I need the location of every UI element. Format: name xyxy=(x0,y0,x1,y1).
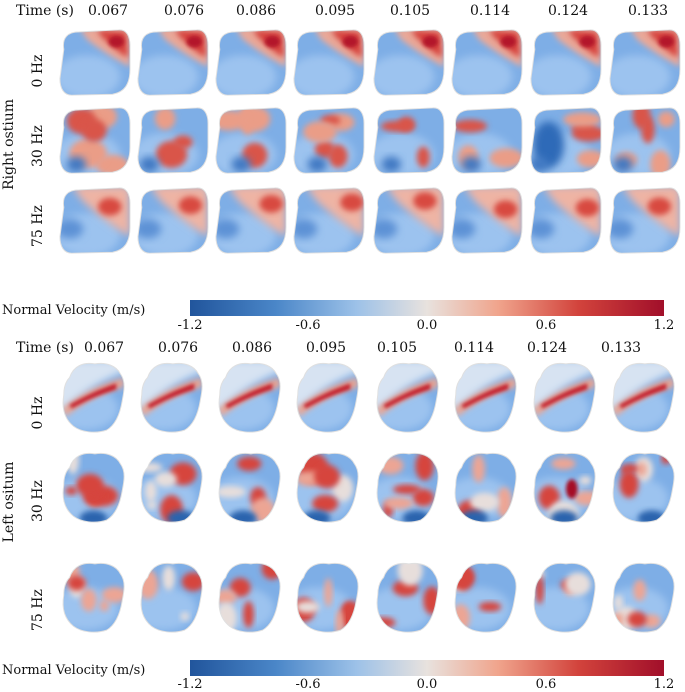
top-velocity-map-tile xyxy=(451,107,523,174)
top-velocity-map-tile xyxy=(59,29,131,96)
bottom-time-value: 0.114 xyxy=(454,340,495,356)
top-velocity-map-tile xyxy=(451,29,523,96)
top-velocity-map-tile xyxy=(215,187,287,254)
bottom-velocity-map-tile xyxy=(376,452,439,523)
bottom-row-label-0hz: 0 Hz xyxy=(30,396,46,430)
bottom-time-value: 0.105 xyxy=(377,340,418,356)
top-colorbar-tick: 1.2 xyxy=(653,318,675,333)
bottom-time-value: 0.076 xyxy=(158,340,199,356)
bottom-velocity-map-tile xyxy=(454,452,517,523)
top-velocity-map-tile xyxy=(373,107,445,174)
top-velocity-map-tile xyxy=(530,107,602,174)
top-colorbar-tick: 0.6 xyxy=(535,318,557,333)
top-velocity-map-tile xyxy=(293,29,365,96)
bottom-velocity-map-tile xyxy=(612,362,675,433)
bottom-row-label-75hz: 75 Hz xyxy=(30,589,46,631)
bottom-velocity-map-tile xyxy=(218,362,281,433)
top-time-value: 0.133 xyxy=(628,3,669,19)
bottom-time-value: 0.067 xyxy=(84,340,125,356)
top-velocity-map-tile xyxy=(215,29,287,96)
bottom-velocity-map-tile xyxy=(218,562,281,633)
bottom-side-label: Left ositum xyxy=(1,461,17,543)
top-velocity-map-tile xyxy=(373,187,445,254)
bottom-colorbar-label: Normal Velocity (m/s) xyxy=(2,663,146,678)
bottom-velocity-map-tile xyxy=(533,452,596,523)
top-time-value: 0.067 xyxy=(88,3,129,19)
bottom-velocity-map-tile xyxy=(62,562,125,633)
bottom-velocity-map-tile xyxy=(533,362,596,433)
top-velocity-map-tile xyxy=(373,29,445,96)
bottom-velocity-map-tile xyxy=(62,362,125,433)
top-row-label-0hz: 0 Hz xyxy=(30,54,46,88)
bottom-time-value: 0.133 xyxy=(601,340,642,356)
bottom-row-label-30hz: 30 Hz xyxy=(30,480,46,522)
top-velocity-map-tile xyxy=(609,29,681,96)
top-velocity-map-tile xyxy=(609,107,681,174)
top-velocity-map-tile xyxy=(530,29,602,96)
top-time-label: Time (s) xyxy=(16,3,74,19)
top-velocity-map-tile xyxy=(137,29,209,96)
bottom-colorbar-gradient xyxy=(190,660,664,676)
bottom-colorbar-tick: -0.6 xyxy=(295,677,321,692)
bottom-velocity-map-tile xyxy=(376,362,439,433)
bottom-velocity-map-tile xyxy=(612,452,675,523)
top-row-label-75hz: 75 Hz xyxy=(30,205,46,247)
bottom-colorbar-tick: -1.2 xyxy=(177,677,203,692)
top-colorbar-tick: 0.0 xyxy=(416,318,438,333)
bottom-time-value: 0.095 xyxy=(306,340,347,356)
bottom-velocity-map-tile xyxy=(612,562,675,633)
top-velocity-map-tile xyxy=(137,107,209,174)
bottom-colorbar-tick: 0.6 xyxy=(535,677,557,692)
bottom-velocity-map-tile xyxy=(533,562,596,633)
bottom-time-value: 0.124 xyxy=(527,340,568,356)
bottom-time-label: Time (s) xyxy=(16,340,74,356)
top-colorbar-tick: -0.6 xyxy=(295,318,321,333)
bottom-velocity-map-tile xyxy=(218,452,281,523)
bottom-time-value: 0.086 xyxy=(232,340,273,356)
top-velocity-map-tile xyxy=(137,187,209,254)
bottom-velocity-map-tile xyxy=(296,362,359,433)
top-colorbar-tick: -1.2 xyxy=(177,318,203,333)
bottom-velocity-map-tile xyxy=(296,562,359,633)
top-colorbar-gradient xyxy=(190,300,664,316)
bottom-velocity-map-tile xyxy=(454,562,517,633)
bottom-velocity-map-tile xyxy=(62,452,125,523)
bottom-velocity-map-tile xyxy=(140,452,203,523)
top-time-value: 0.114 xyxy=(470,3,511,19)
bottom-colorbar-tick: 1.2 xyxy=(653,677,675,692)
top-row-label-30hz: 30 Hz xyxy=(30,125,46,167)
top-colorbar-label: Normal Velocity (m/s) xyxy=(2,303,146,318)
top-velocity-map-tile xyxy=(59,107,131,174)
top-velocity-map-tile xyxy=(293,107,365,174)
top-time-value: 0.105 xyxy=(390,3,431,19)
top-time-value: 0.095 xyxy=(315,3,356,19)
top-time-value: 0.086 xyxy=(236,3,277,19)
bottom-velocity-map-tile xyxy=(140,362,203,433)
top-velocity-map-tile xyxy=(451,187,523,254)
top-velocity-map-tile xyxy=(215,107,287,174)
top-velocity-map-tile xyxy=(59,187,131,254)
bottom-colorbar-tick: 0.0 xyxy=(416,677,438,692)
top-velocity-map-tile xyxy=(293,187,365,254)
bottom-velocity-map-tile xyxy=(454,362,517,433)
bottom-velocity-map-tile xyxy=(296,452,359,523)
top-velocity-map-tile xyxy=(530,187,602,254)
bottom-velocity-map-tile xyxy=(140,562,203,633)
top-velocity-map-tile xyxy=(609,187,681,254)
top-time-value: 0.076 xyxy=(164,3,205,19)
top-time-value: 0.124 xyxy=(548,3,589,19)
top-side-label: Right ostium xyxy=(1,98,17,190)
bottom-velocity-map-tile xyxy=(376,562,439,633)
